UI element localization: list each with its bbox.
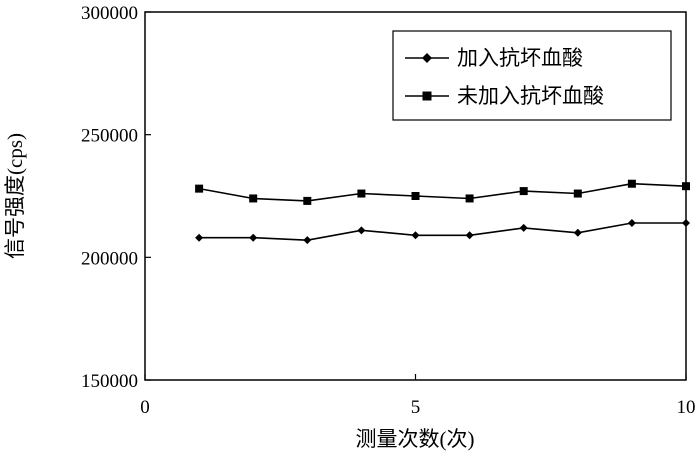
legend-label-1: 未加入抗坏血酸 <box>457 84 604 108</box>
legend-marker-square <box>422 91 432 101</box>
series-0-point <box>465 231 474 240</box>
x-tick-label: 0 <box>140 397 150 418</box>
series-line-1 <box>198 182 687 202</box>
y-axis-label: 信号强度(cps) <box>3 133 27 259</box>
legend-marker-diamond <box>422 53 432 63</box>
x-axis-ticks: 0 5 10 <box>140 374 696 418</box>
series-0-point <box>627 218 636 227</box>
series-1-point <box>411 192 420 200</box>
series-0-point <box>195 233 204 242</box>
series-1-point <box>195 184 204 193</box>
series-1-point <box>249 194 258 203</box>
series-line-0 <box>199 222 686 242</box>
series-1-point <box>465 194 474 203</box>
x-axis-label: 测量次数(次) <box>356 427 475 451</box>
series-1-point <box>682 182 690 191</box>
series-0-point <box>357 226 366 235</box>
series-0-point <box>411 231 420 240</box>
series-1-point <box>627 179 636 188</box>
series-0-point <box>682 218 690 227</box>
legend-label-0: 加入抗坏血酸 <box>457 46 583 70</box>
series-0-point <box>519 223 528 232</box>
series-1-point <box>357 189 366 198</box>
y-tick-label: 300000 <box>81 3 138 24</box>
series-layer <box>195 179 690 245</box>
series-1-point <box>573 189 582 198</box>
series-1-point <box>303 196 312 205</box>
legend: 加入抗坏血酸 未加入抗坏血酸 <box>392 30 672 121</box>
series-0-point <box>249 233 258 242</box>
y-tick-label: 200000 <box>81 248 138 269</box>
legend-box <box>392 30 672 121</box>
y-tick-label: 150000 <box>81 371 138 392</box>
y-tick-label: 250000 <box>81 126 138 147</box>
series-0-point <box>303 236 312 245</box>
series-0-point <box>573 228 582 237</box>
x-tick-label: 10 <box>677 397 696 418</box>
x-tick-label: 5 <box>411 397 421 418</box>
series-1-point <box>519 187 528 196</box>
y-axis-ticks: 150000 200000 250000 300000 <box>81 3 151 392</box>
